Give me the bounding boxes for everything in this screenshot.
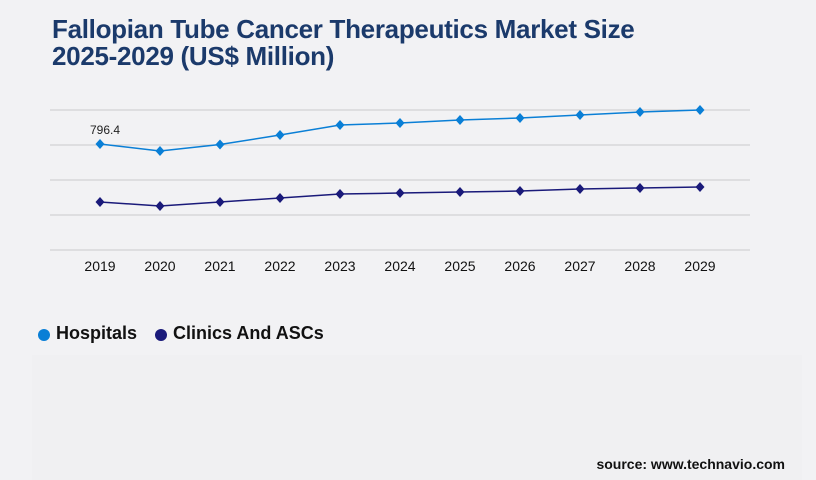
legend-label-hospitals: Hospitals: [56, 323, 138, 343]
x-tick-label: 2022: [264, 258, 295, 274]
x-tick-label: 2020: [144, 258, 175, 274]
data-point-hospitals: [155, 145, 165, 156]
x-tick-label: 2028: [624, 258, 655, 274]
legend-marker-hospitals: [38, 329, 50, 341]
data-point-hospitals: [695, 105, 705, 115]
x-tick-label: 2019: [84, 258, 115, 274]
x-tick-label: 2029: [684, 258, 715, 274]
legend-item-clinics: Clinics And ASCs: [155, 323, 324, 344]
x-tick-label: 2027: [564, 258, 595, 274]
data-point-clinics: [515, 186, 525, 197]
x-tick-label: 2025: [444, 258, 475, 274]
legend: Hospitals Clinics And ASCs: [38, 323, 342, 344]
x-tick-label: 2023: [324, 258, 355, 274]
legend-item-hospitals: Hospitals: [38, 323, 137, 344]
data-point-clinics: [395, 188, 405, 199]
data-point-hospitals: [215, 139, 225, 150]
legend-marker-clinics: [155, 329, 168, 341]
data-point-clinics: [335, 188, 345, 199]
data-point-hospitals: [275, 130, 285, 141]
x-tick-label: 2024: [384, 258, 415, 274]
data-point-hospitals: [335, 120, 345, 131]
chart-title: Fallopian Tube Cancer Therapeutics Marke…: [52, 14, 635, 71]
chart-title-line-2: 2025-2029 (US$ Million): [52, 41, 335, 71]
data-point-clinics: [455, 186, 465, 197]
x-tick-label: 2026: [504, 258, 535, 274]
background-panel: [32, 355, 802, 480]
data-point-hospitals: [395, 118, 405, 129]
chart-title-line-1: Fallopian Tube Cancer Therapeutics Marke…: [52, 14, 635, 44]
source-note: source: www.technavio.com: [596, 456, 785, 472]
data-label: 796.4: [90, 123, 120, 137]
data-point-clinics: [575, 184, 585, 195]
legend-label-clinics: Clinics And ASCs: [173, 323, 324, 343]
data-point-clinics: [155, 200, 165, 211]
data-point-hospitals: [95, 139, 105, 150]
x-tick-label: 2021: [204, 258, 235, 274]
data-point-hospitals: [515, 112, 525, 123]
data-point-clinics: [635, 182, 645, 193]
data-point-hospitals: [455, 114, 465, 125]
data-point-clinics: [95, 196, 105, 207]
data-point-clinics: [695, 182, 705, 193]
data-point-clinics: [215, 196, 225, 207]
data-point-hospitals: [575, 110, 585, 121]
data-point-clinics: [275, 192, 285, 203]
data-point-hospitals: [635, 106, 645, 117]
